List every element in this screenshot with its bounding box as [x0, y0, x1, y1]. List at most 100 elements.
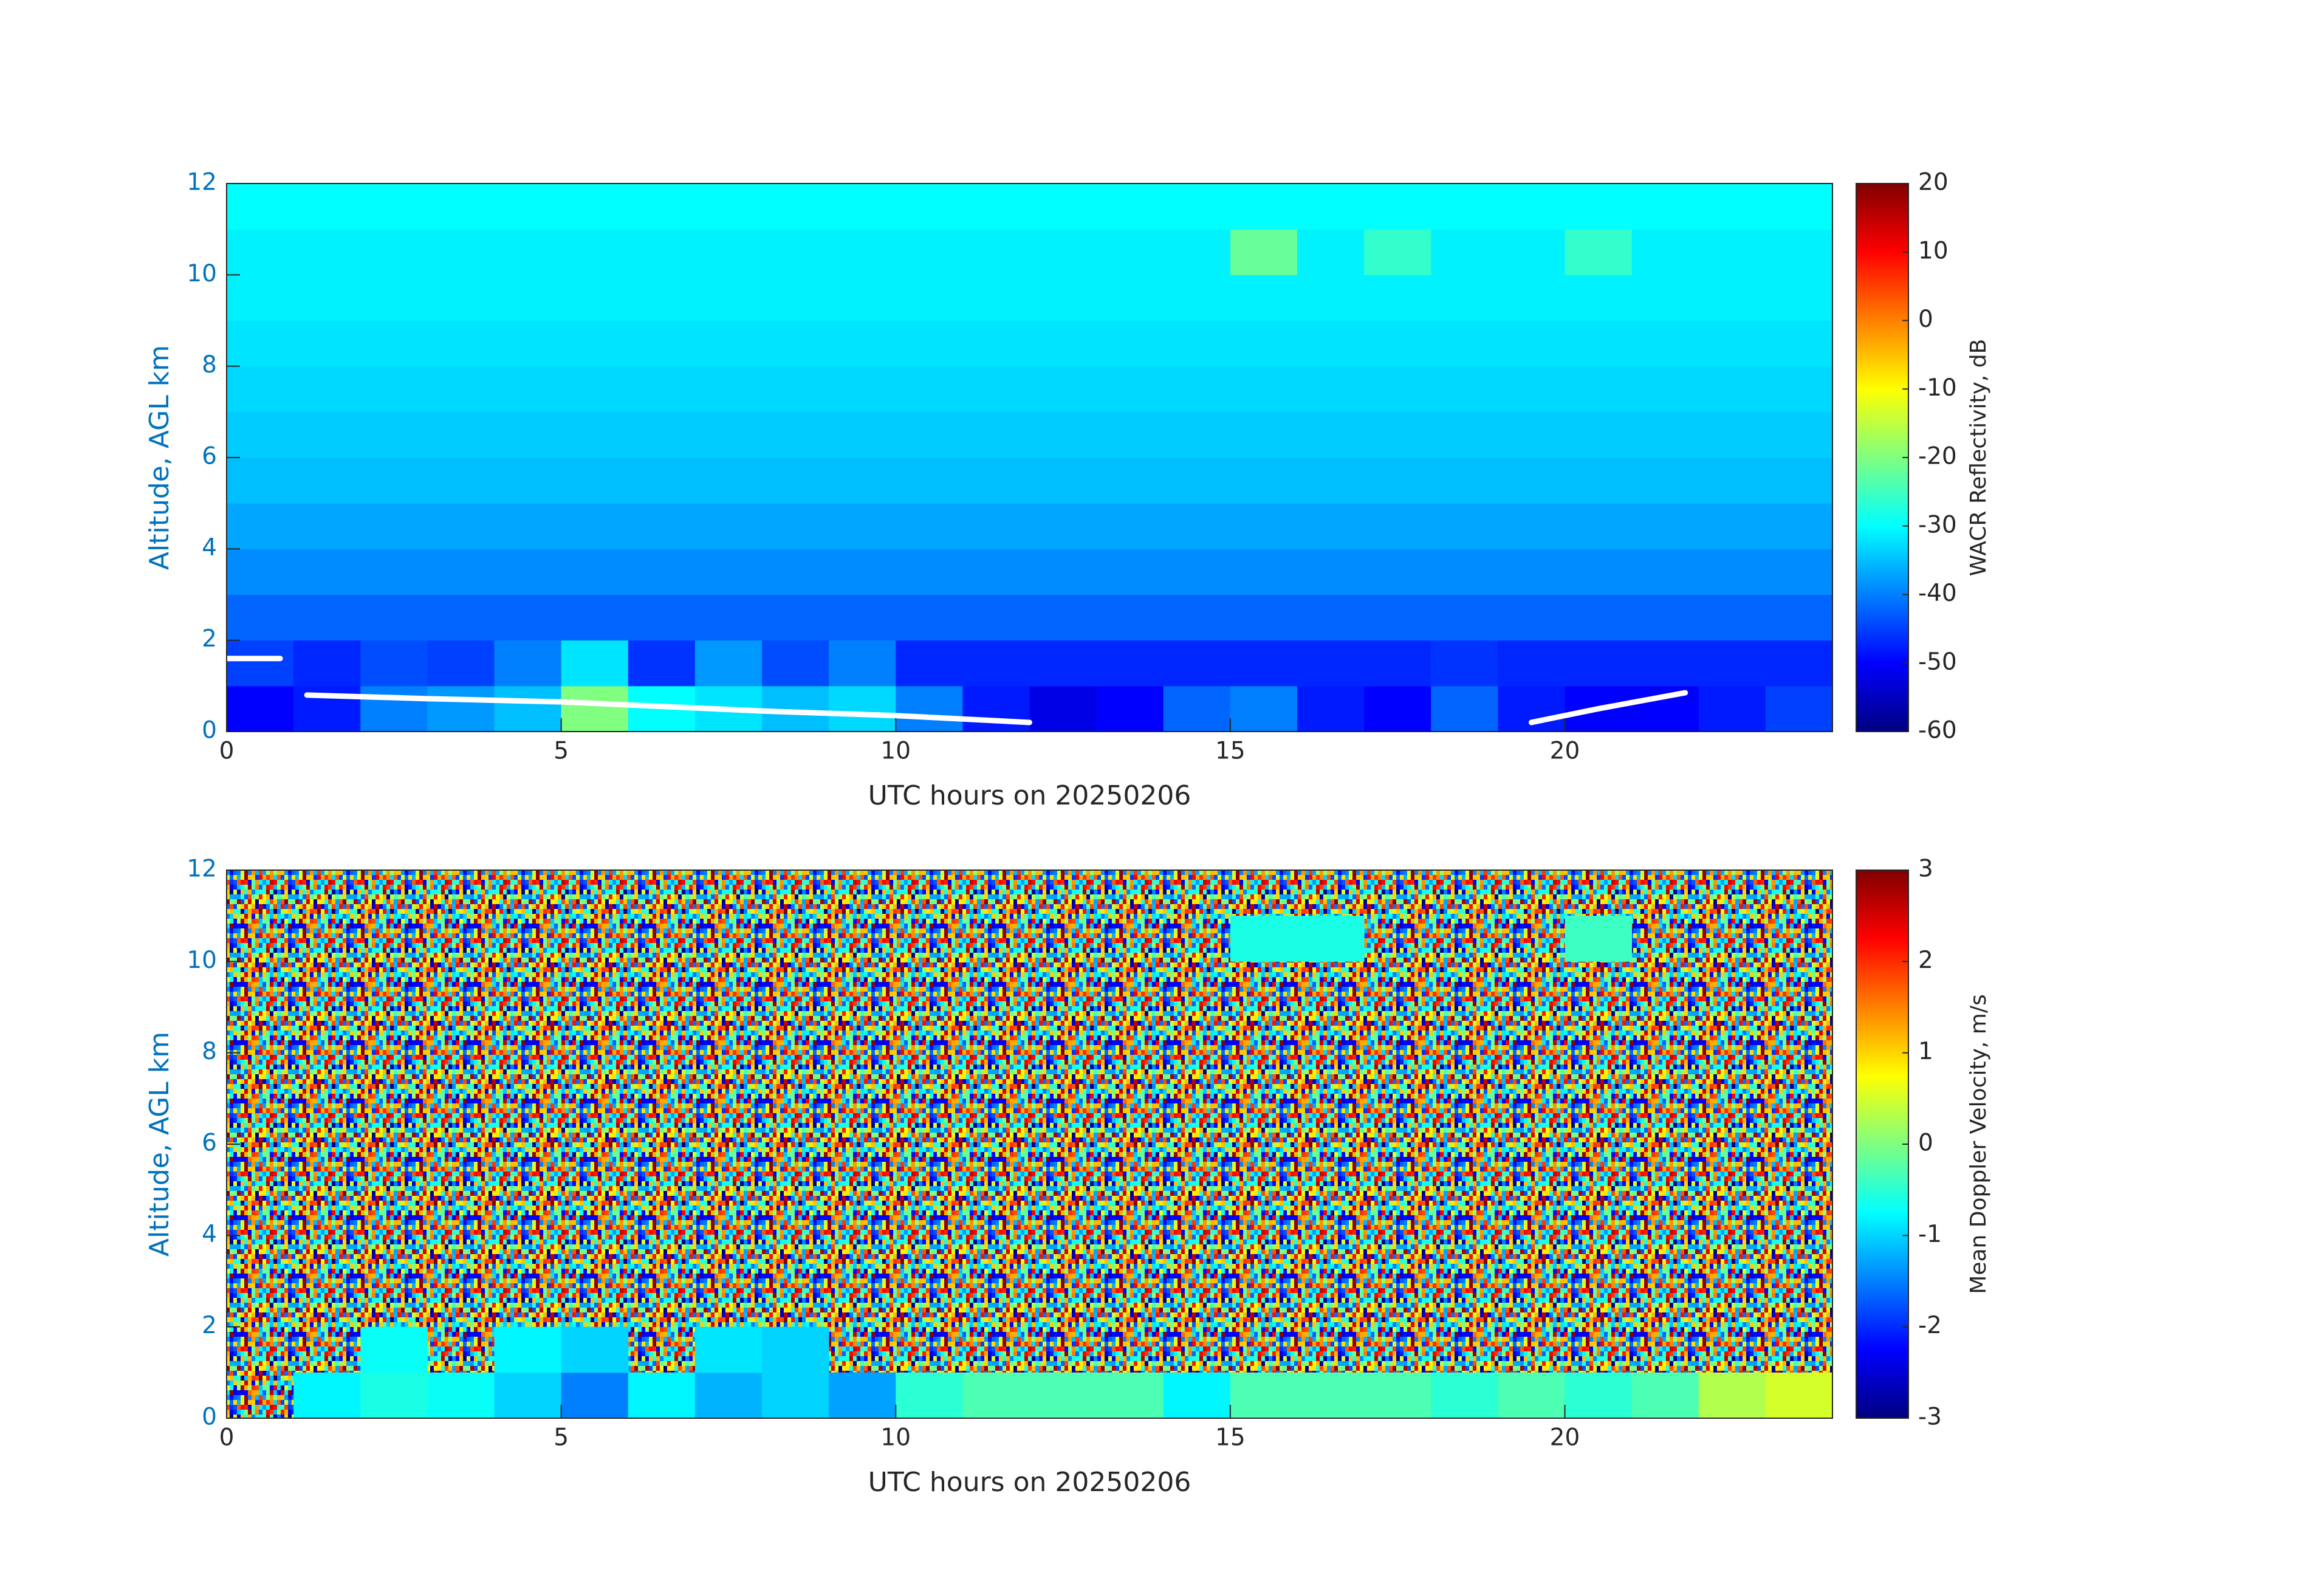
colorbar-tick-label: 0 — [1918, 1130, 1933, 1157]
heatmap-cell — [1029, 640, 1097, 687]
heatmap-cell — [1565, 916, 1633, 962]
heatmap-cell — [360, 640, 428, 687]
heatmap-cell — [561, 458, 629, 504]
heatmap-cell — [962, 411, 1030, 458]
heatmap-cell — [694, 640, 763, 687]
heatmap-cell — [427, 320, 495, 367]
heatmap-cell — [494, 1372, 562, 1419]
heatmap-cell — [762, 184, 829, 230]
heatmap-cell — [427, 549, 495, 595]
heatmap-cell — [896, 229, 963, 275]
heatmap-cell — [896, 411, 963, 458]
heatmap-cell — [962, 320, 1030, 367]
heatmap-cell — [227, 640, 294, 687]
heatmap-cell — [1364, 275, 1431, 321]
heatmap-cell — [1163, 503, 1231, 549]
heatmap-cell — [1698, 685, 1766, 732]
colorbar-tick-label: -20 — [1918, 443, 1957, 470]
heatmap-cell — [829, 503, 896, 549]
heatmap-cell — [227, 411, 294, 458]
heatmap-cell — [1631, 549, 1699, 595]
heatmap-cell — [694, 320, 763, 367]
heatmap-cell — [762, 458, 829, 504]
y-tick-label: 6 — [202, 443, 217, 470]
heatmap-cell — [1431, 685, 1498, 732]
heatmap-cell — [1765, 229, 1833, 275]
heatmap-cell — [1297, 184, 1365, 230]
heatmap-cell — [1498, 549, 1565, 595]
heatmap-cell — [561, 640, 629, 687]
heatmap-cell — [1631, 320, 1699, 367]
heatmap-cell — [1765, 549, 1833, 595]
colorbar-tick-label: -1 — [1918, 1221, 1942, 1248]
y-tick-label: 2 — [202, 1312, 217, 1339]
heatmap-cell — [1565, 275, 1633, 321]
heatmap-cell — [494, 594, 562, 641]
heatmap-cell — [829, 320, 896, 367]
heatmap-cell — [360, 594, 428, 641]
heatmap-cell — [694, 503, 763, 549]
heatmap-cell — [1498, 366, 1565, 413]
heatmap-cell — [1029, 549, 1097, 595]
heatmap-cell — [561, 229, 629, 275]
heatmap-cell — [1230, 275, 1298, 321]
heatmap-cell — [962, 184, 1030, 230]
heatmap-cell — [1565, 640, 1633, 687]
heatmap-cell — [896, 1372, 963, 1419]
heatmap-cell — [1631, 411, 1699, 458]
heatmap-cell — [1631, 685, 1699, 732]
heatmap-cell — [1297, 275, 1365, 321]
heatmap-cell — [829, 594, 896, 641]
heatmap-cell — [694, 1372, 763, 1419]
heatmap-cell — [628, 458, 696, 504]
heatmap-cell — [896, 366, 963, 413]
heatmap-cell — [494, 275, 562, 321]
heatmap-cell — [360, 411, 428, 458]
heatmap-cell — [962, 458, 1030, 504]
colorbar-tick-label: 10 — [1918, 237, 1949, 264]
heatmap-cell — [1431, 640, 1498, 687]
x-tick-label: 10 — [880, 1424, 911, 1452]
y-axis-label: Altitude, AGL km — [144, 345, 175, 570]
heatmap-cell — [360, 458, 428, 504]
heatmap-cell — [227, 458, 294, 504]
heatmap-cell — [1431, 594, 1498, 641]
heatmap-cell — [293, 640, 361, 687]
heatmap-cell — [1765, 1372, 1833, 1419]
heatmap-cell — [1096, 503, 1164, 549]
heatmap-cell — [561, 411, 629, 458]
heatmap-cell — [227, 275, 294, 321]
heatmap-cell — [628, 1372, 696, 1419]
heatmap-cell — [1364, 640, 1431, 687]
heatmap-cell — [1364, 685, 1431, 732]
heatmap-cell — [628, 503, 696, 549]
heatmap-cell — [1029, 458, 1097, 504]
heatmap-cell — [1163, 229, 1231, 275]
heatmap-cell — [1364, 594, 1431, 641]
x-tick-label: 5 — [554, 738, 569, 765]
y-tick-label: 12 — [187, 856, 217, 883]
heatmap-cell — [1431, 411, 1498, 458]
heatmap-cell — [962, 640, 1030, 687]
heatmap-cell — [1096, 320, 1164, 367]
heatmap-cell — [360, 1326, 428, 1373]
heatmap-cell — [1029, 320, 1097, 367]
heatmap-cell — [1096, 549, 1164, 595]
colorbar-tick-label: -2 — [1918, 1312, 1942, 1339]
heatmap-cell — [1765, 640, 1833, 687]
heatmap-cell — [962, 594, 1030, 641]
heatmap-cell — [1163, 366, 1231, 413]
heatmap-cell — [762, 1326, 829, 1373]
heatmap-cell — [1230, 229, 1298, 275]
x-tick-label: 20 — [1550, 1424, 1580, 1452]
heatmap-cell — [829, 184, 896, 230]
heatmap-cell — [962, 549, 1030, 595]
colorbar-tick-label: -40 — [1918, 580, 1957, 607]
heatmap-cell — [494, 685, 562, 732]
heatmap-cell — [360, 366, 428, 413]
heatmap-cell — [1029, 275, 1097, 321]
heatmap-cell — [360, 184, 428, 230]
heatmap-cell — [1498, 411, 1565, 458]
heatmap-cell — [1230, 916, 1298, 962]
x-tick-label: 15 — [1215, 738, 1246, 765]
